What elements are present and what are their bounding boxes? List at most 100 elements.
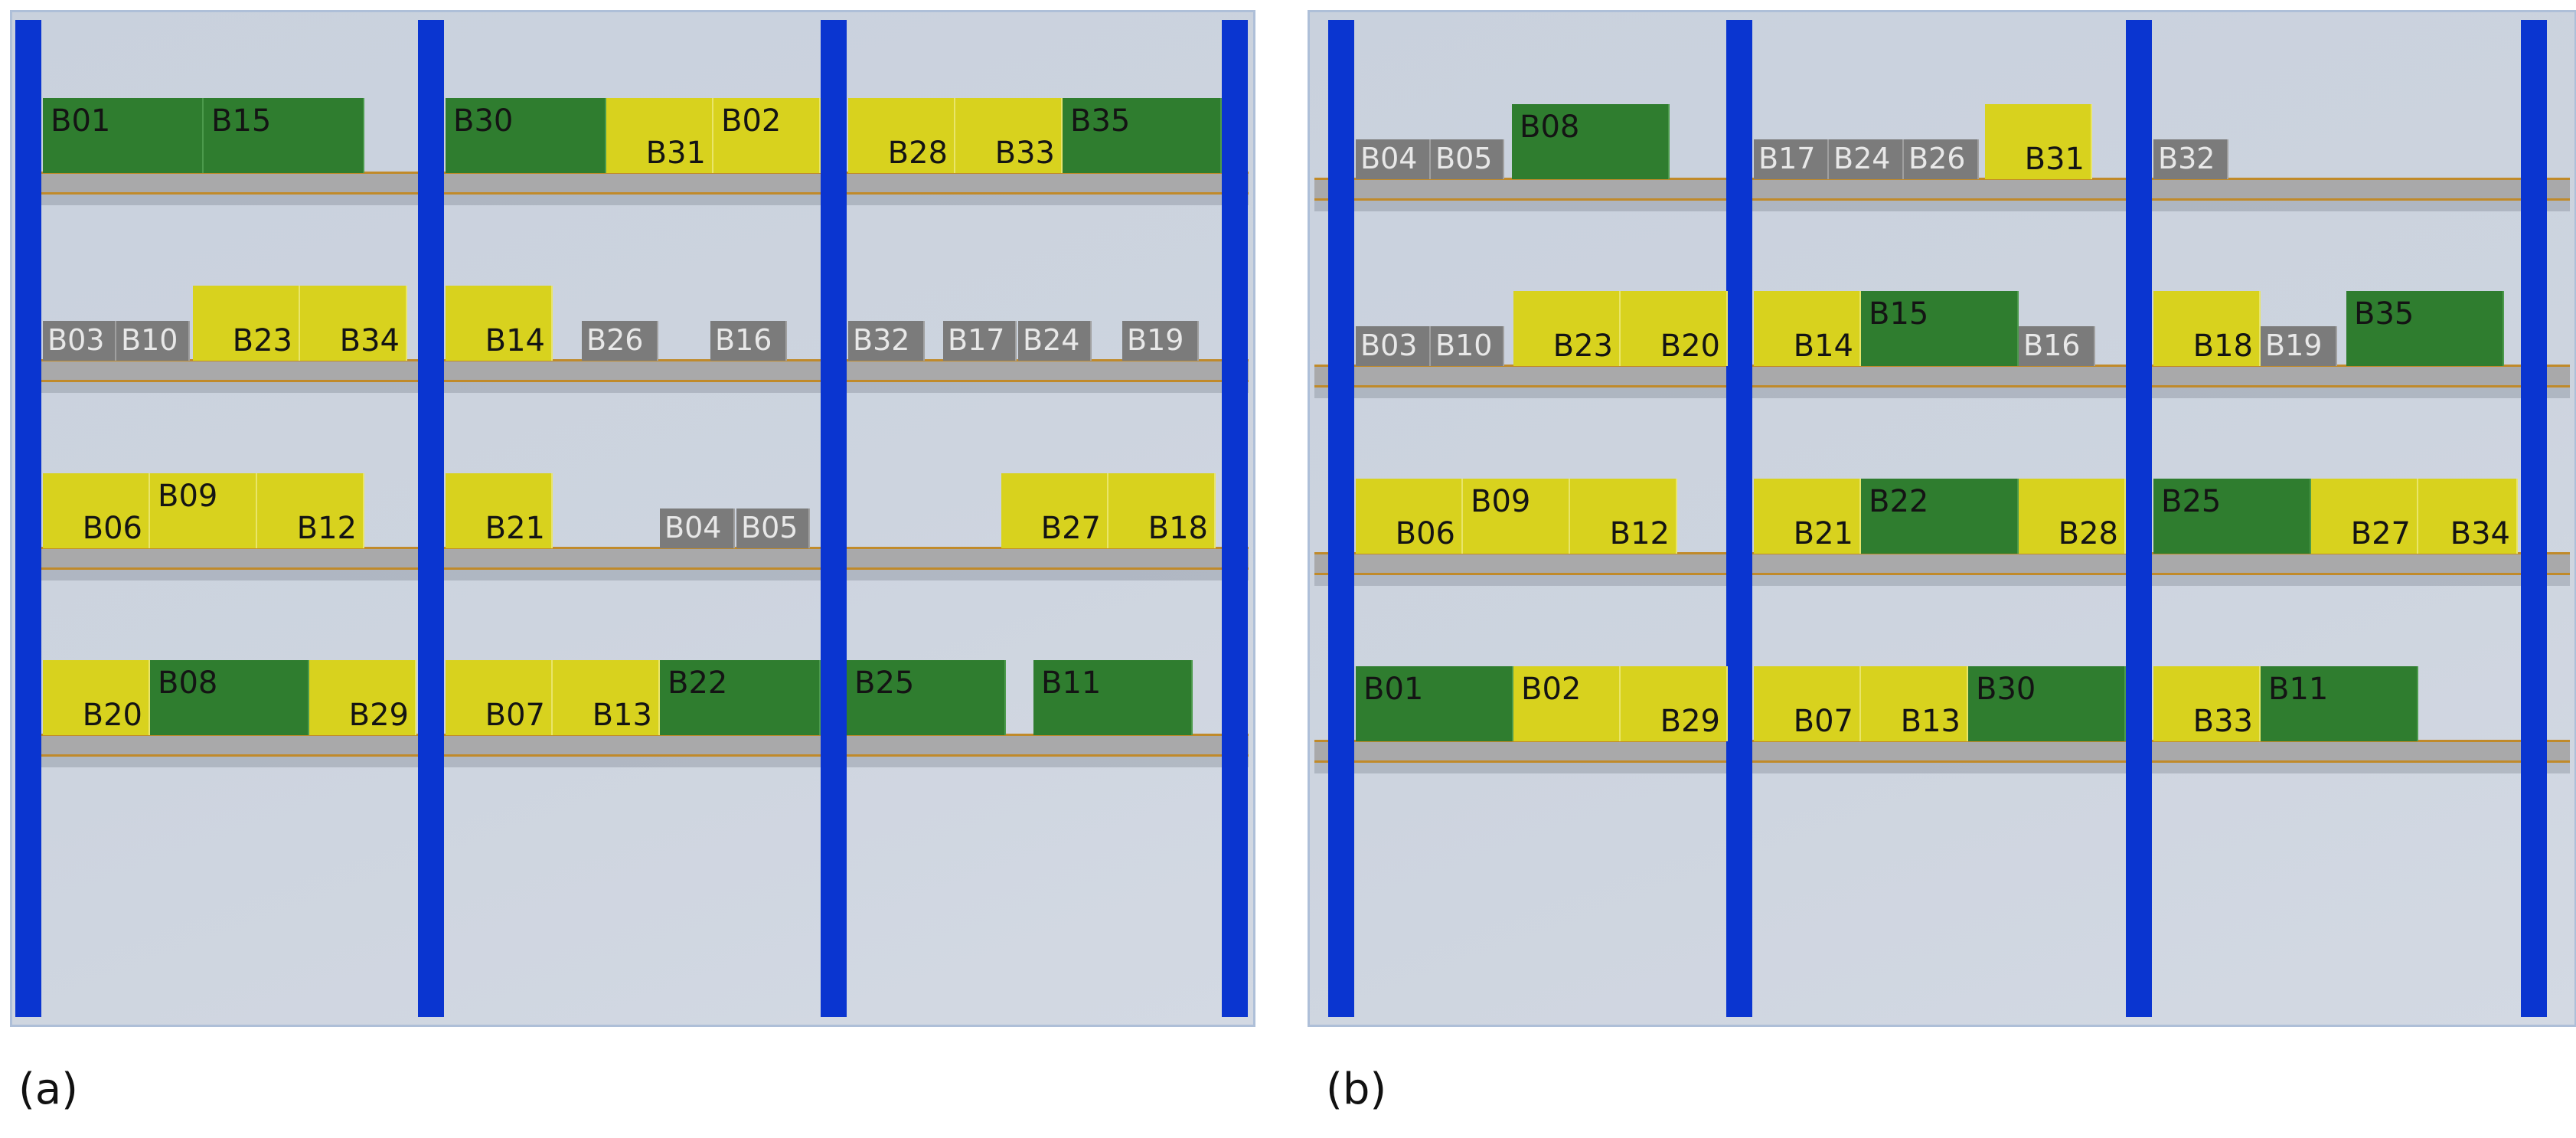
box-label: B20: [1660, 329, 1720, 364]
box-label: B07: [485, 698, 545, 733]
box-b28: B28: [848, 98, 955, 173]
box-b05: B05: [736, 509, 810, 548]
box-label: B16: [715, 323, 772, 357]
box-b17: B17: [1754, 139, 1829, 179]
box-label: B06: [1395, 516, 1455, 551]
shelf-beam: [17, 359, 1249, 382]
box-label: B32: [2158, 142, 2215, 175]
box-b24: B24: [1829, 139, 1904, 179]
box-b26: B26: [582, 321, 658, 361]
box-label: B04: [664, 511, 722, 544]
box-b34: B34: [2418, 479, 2518, 554]
box-label: B21: [1793, 516, 1853, 551]
beam-shadow: [1314, 575, 2570, 586]
box-label: B03: [47, 323, 105, 357]
beam-shadow: [17, 570, 1249, 580]
rack-upright: [418, 20, 444, 1017]
box-label: B05: [1435, 142, 1493, 175]
box-label: B12: [296, 511, 357, 546]
box-label: B03: [1360, 329, 1418, 362]
box-b02: B02: [713, 98, 821, 173]
box-b24: B24: [1018, 321, 1092, 361]
box-label: B02: [721, 103, 782, 139]
box-b08: B08: [150, 660, 309, 735]
rack-upright: [1222, 20, 1248, 1017]
box-label: B12: [1609, 516, 1670, 551]
rack-upright: [2521, 20, 2547, 1017]
shelf-beam: [17, 547, 1249, 570]
box-label: B08: [158, 665, 218, 701]
box-label: B22: [1869, 484, 1929, 519]
box-b09: B09: [1463, 479, 1570, 554]
box-b26: B26: [1904, 139, 1979, 179]
box-label: B10: [1435, 329, 1493, 362]
box-b32: B32: [2153, 139, 2228, 179]
box-b09: B09: [150, 473, 257, 548]
rack-upright: [15, 20, 41, 1017]
box-b15: B15: [204, 98, 364, 173]
box-label: B24: [1833, 142, 1891, 175]
box-b16: B16: [710, 321, 787, 361]
box-label: B16: [2023, 329, 2081, 362]
box-label: B29: [348, 698, 409, 733]
box-b30: B30: [1968, 666, 2126, 741]
box-b29: B29: [1621, 666, 1728, 741]
beam-shadow: [1314, 763, 2570, 773]
box-b21: B21: [1754, 479, 1861, 554]
box-b30: B30: [446, 98, 606, 173]
box-b31: B31: [1985, 104, 2092, 179]
box-b18: B18: [2153, 291, 2261, 366]
beam-shadow: [17, 382, 1249, 393]
box-label: B28: [887, 136, 948, 171]
box-label: B19: [1127, 323, 1184, 357]
box-label: B13: [1900, 704, 1961, 739]
box-label: B11: [2268, 672, 2329, 707]
box-label: B08: [1520, 110, 1580, 145]
box-b10: B10: [116, 321, 190, 361]
box-b03: B03: [43, 321, 116, 361]
box-b22: B22: [660, 660, 821, 735]
box-label: B14: [485, 323, 545, 358]
box-b33: B33: [2153, 666, 2261, 741]
shelf-beam: [1314, 740, 2570, 763]
box-label: B05: [741, 511, 798, 544]
box-b19: B19: [1122, 321, 1199, 361]
panel-a-caption: (a): [18, 1064, 79, 1114]
box-b16: B16: [2019, 326, 2095, 366]
box-b13: B13: [553, 660, 660, 735]
box-label: B14: [1793, 329, 1853, 364]
box-b23: B23: [193, 286, 300, 361]
box-label: B35: [1070, 103, 1131, 139]
box-b12: B12: [1570, 479, 1677, 554]
box-label: B26: [1908, 142, 1966, 175]
box-label: B22: [668, 665, 728, 701]
box-label: B31: [645, 136, 706, 171]
box-b13: B13: [1861, 666, 1968, 741]
box-b07: B07: [446, 660, 553, 735]
box-label: B21: [485, 511, 545, 546]
rack-upright: [2126, 20, 2152, 1017]
box-label: B26: [586, 323, 644, 357]
box-b27: B27: [1001, 473, 1108, 548]
box-b23: B23: [1513, 291, 1621, 366]
box-b11: B11: [1033, 660, 1193, 735]
box-label: B17: [1758, 142, 1816, 175]
box-label: B07: [1793, 704, 1853, 739]
box-label: B28: [2058, 516, 2118, 551]
box-label: B18: [2192, 329, 2253, 364]
box-label: B11: [1041, 665, 1102, 701]
box-label: B23: [1552, 329, 1613, 364]
box-label: B10: [121, 323, 178, 357]
shelf-beam: [17, 734, 1249, 757]
box-b01: B01: [1356, 666, 1513, 741]
panel-b-caption: (b): [1326, 1064, 1387, 1114]
beam-shadow: [17, 195, 1249, 205]
box-label: B17: [948, 323, 1005, 357]
rack-panel-a: B01 B15 B30 B31 B02 B28 B33 B35 B03 B10 B23 B34 B14 B…: [10, 10, 1255, 1027]
box-b35: B35: [1063, 98, 1222, 173]
box-label: B20: [82, 698, 142, 733]
rack-upright: [821, 20, 847, 1017]
box-label: B19: [2265, 329, 2323, 362]
box-label: B34: [2450, 516, 2510, 551]
box-b21: B21: [446, 473, 553, 548]
